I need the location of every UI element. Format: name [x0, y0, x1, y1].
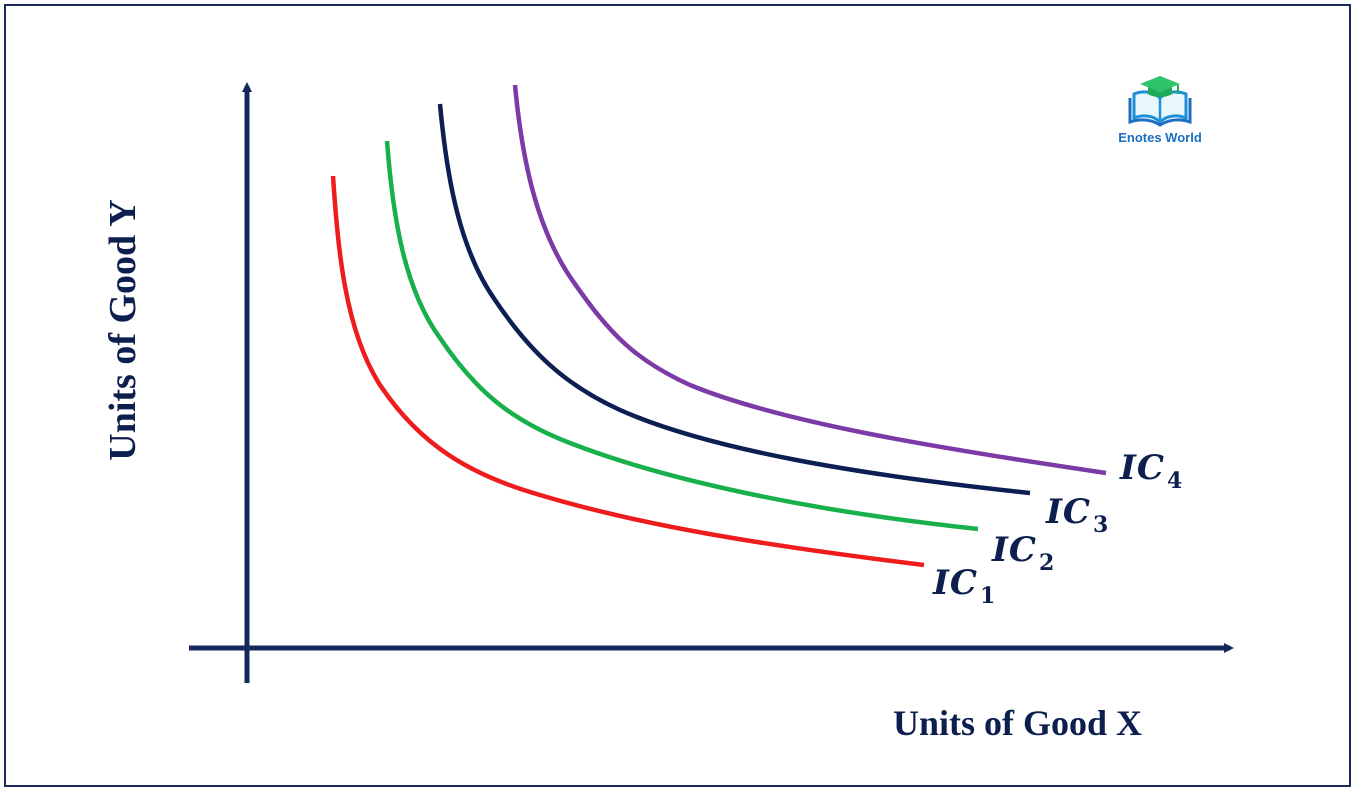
curve-ic1 — [330, 175, 925, 568]
curve-ic3 — [437, 103, 1031, 496]
curve-ic4 — [512, 84, 1107, 476]
curve-label-ic4: IC4 — [1120, 448, 1184, 494]
y-axis-label: Units of Good Y — [102, 199, 144, 461]
graduation-cap-book-icon — [1128, 76, 1192, 127]
enotes-world-logo: Enotes World — [1108, 72, 1212, 152]
diagram-frame — [4, 4, 1351, 787]
curve-label-ic2: IC2 — [992, 530, 1056, 576]
x-axis-label: Units of Good X — [893, 703, 1143, 743]
curve-ic2 — [384, 140, 979, 532]
curve-label-ic3: IC3 — [1046, 492, 1110, 538]
logo-text: Enotes World — [1118, 130, 1202, 145]
curve-label-ic1: IC1 — [933, 563, 997, 609]
